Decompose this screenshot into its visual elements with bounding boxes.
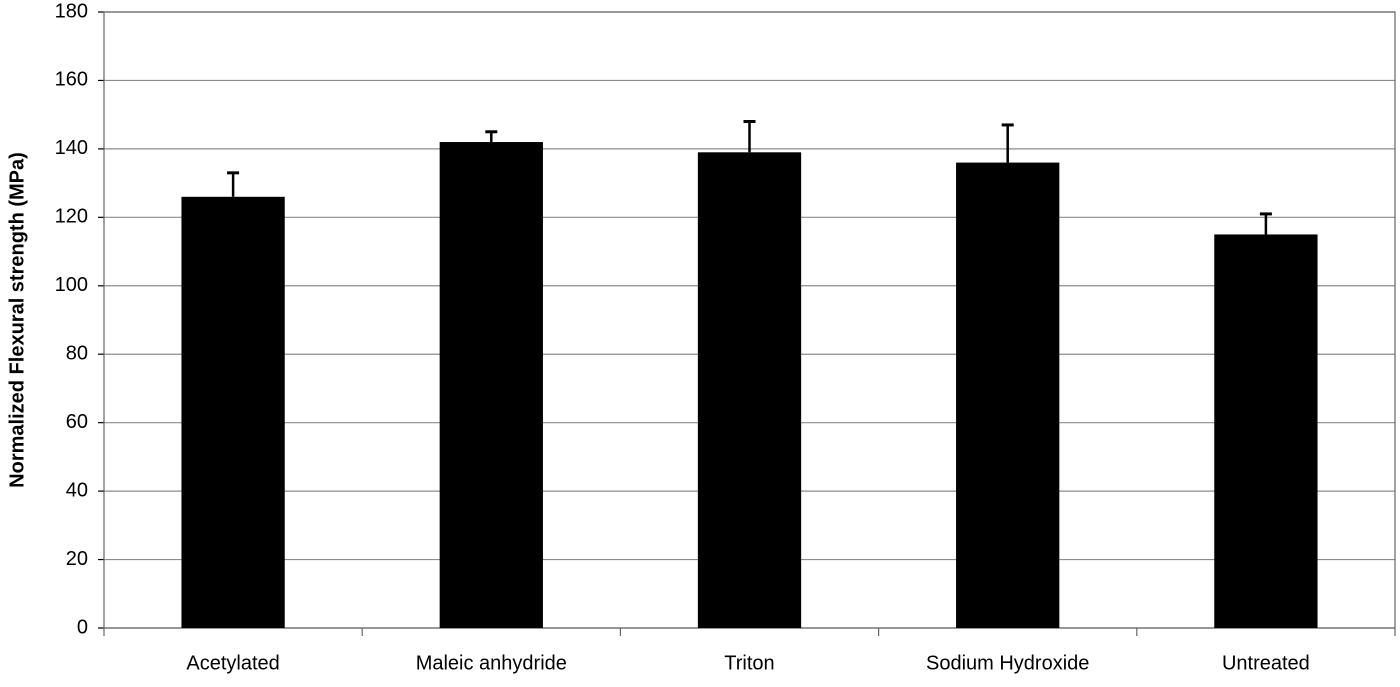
- bar: [181, 196, 285, 629]
- y-tick-label: 100: [55, 274, 88, 296]
- y-tick-label: 40: [66, 479, 88, 501]
- x-tick-label: Untreated: [1222, 652, 1310, 674]
- bar: [1214, 234, 1318, 628]
- x-tick-label: Sodium Hydroxide: [926, 652, 1089, 674]
- y-tick-label: 140: [55, 137, 88, 159]
- x-tick-label: Maleic anhydride: [416, 652, 567, 674]
- y-tick-label: 80: [66, 343, 88, 365]
- y-tick-label: 0: [77, 616, 88, 638]
- y-tick-label: 160: [55, 69, 88, 91]
- x-tick-label: Acetylated: [186, 652, 279, 674]
- bar: [439, 142, 543, 629]
- y-tick-label: 120: [55, 206, 88, 228]
- x-tick-label: Triton: [724, 652, 774, 674]
- y-tick-label: 20: [66, 548, 88, 570]
- bar: [956, 162, 1060, 629]
- y-tick-label: 180: [55, 0, 88, 22]
- y-axis-label: Normalized Flexural strength (MPa): [6, 152, 28, 488]
- bar: [697, 152, 802, 629]
- y-tick-label: 60: [66, 411, 88, 433]
